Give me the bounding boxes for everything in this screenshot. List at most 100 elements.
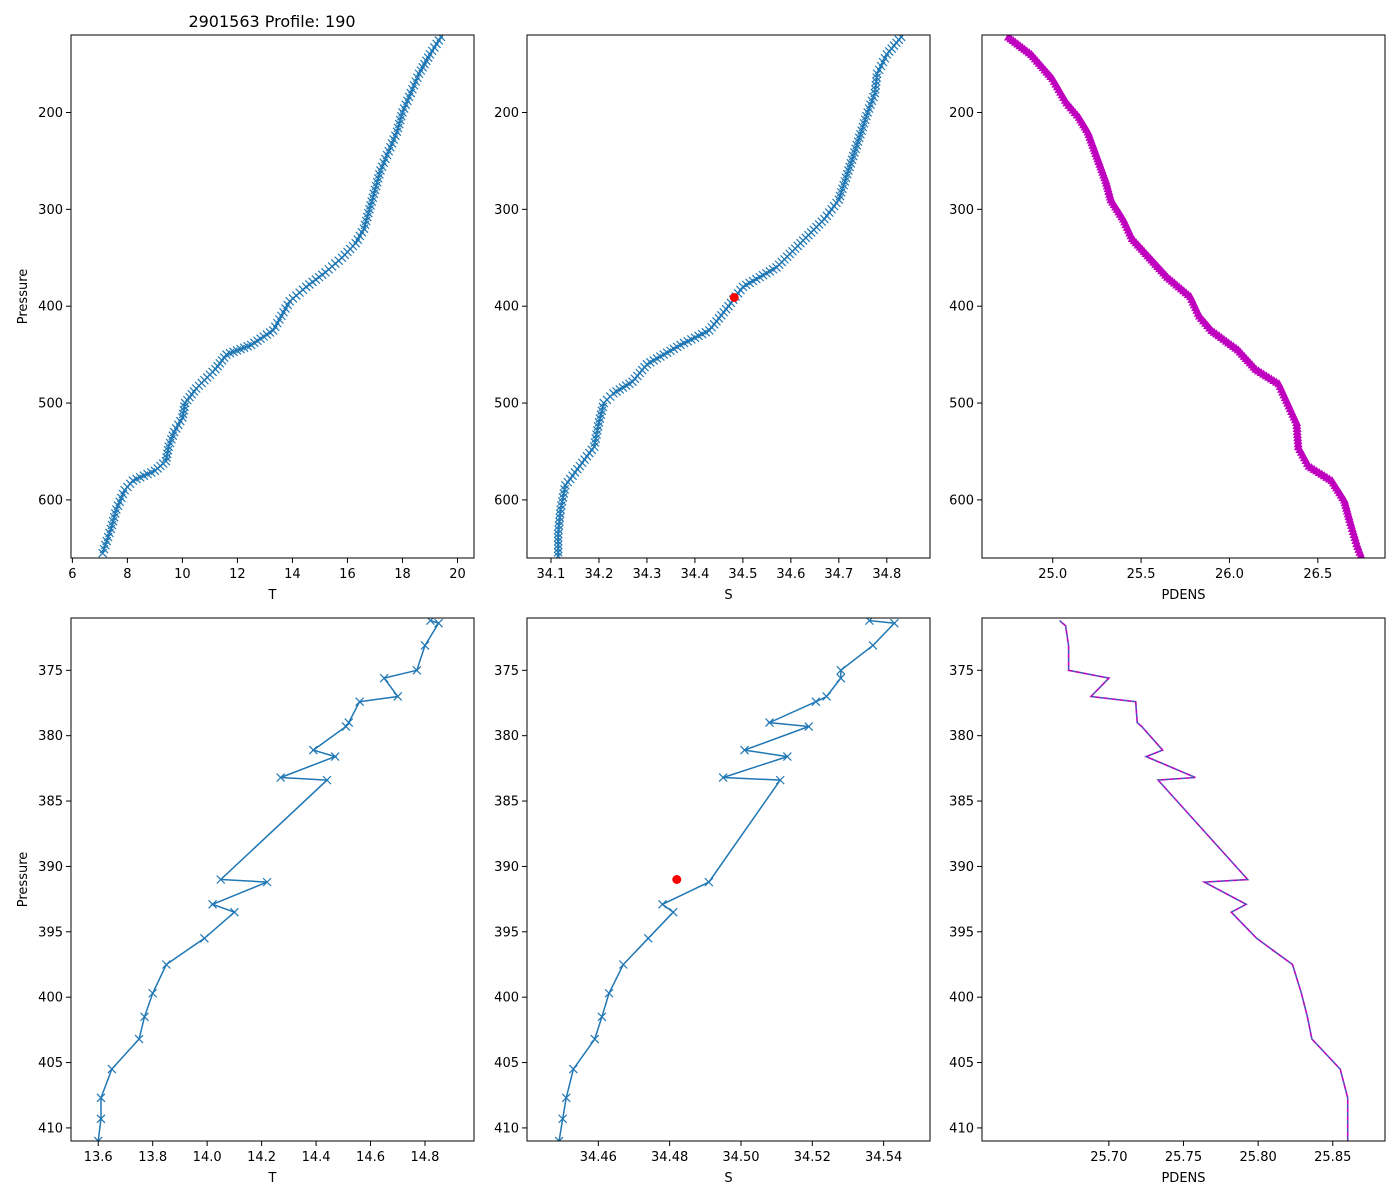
x-tick-label: 14.8 <box>411 1150 440 1165</box>
data-marker-x <box>836 665 846 675</box>
data-marker-x <box>804 722 814 731</box>
data-marker-x <box>553 529 563 539</box>
data-marker-x <box>554 1136 564 1141</box>
y-tick-label: 390 <box>494 860 519 875</box>
panel-2: 34.1 34.2 34.3 34.4 34.5 34.6 34.7 34.8 200 300 40… <box>494 34 931 603</box>
data-marker-x <box>553 540 563 550</box>
data-marker-x <box>871 77 881 86</box>
panel-6: 25.70 25.75 25.80 25.85 375 380 385 390 395 400 40… <box>949 617 1386 1186</box>
panel-3: 25.0 25.5 26.0 26.5 200 300 400 500 600 PDENS <box>949 34 1386 603</box>
x-tick-label: 34.52 <box>794 1150 831 1165</box>
data-marker-x <box>822 692 831 701</box>
data-marker-x <box>162 453 172 462</box>
y-tick-label: 380 <box>949 729 974 744</box>
axes-frame <box>981 617 1386 1142</box>
data-marker-x <box>870 84 880 94</box>
data-marker-x <box>178 409 188 419</box>
x-tick-label: 26.5 <box>1303 567 1332 582</box>
data-marker-x <box>216 875 226 884</box>
x-axis-label: T <box>268 1171 277 1186</box>
y-tick-label: 400 <box>494 991 519 1006</box>
data-marker-x <box>553 544 563 554</box>
y-tick-label: 300 <box>38 203 63 218</box>
y-tick-label: 395 <box>38 925 63 940</box>
data-marker-x <box>668 907 678 917</box>
data-marker-x <box>864 618 874 626</box>
x-tick-label: 14.4 <box>302 1150 331 1165</box>
y-tick-label: 300 <box>494 203 519 218</box>
data-marker-x <box>98 548 108 558</box>
series-line-pdens <box>1059 619 1349 1141</box>
data-marker-x <box>200 933 209 943</box>
data-marker-x <box>775 775 785 785</box>
plot-area <box>98 35 446 558</box>
data-marker-x <box>553 533 563 542</box>
data-marker-x <box>568 1064 578 1074</box>
x-tick-label: 6 <box>68 567 76 582</box>
x-tick-label: 14.0 <box>193 1150 222 1165</box>
x-tick-label: 16 <box>339 567 356 582</box>
y-tick-label: 410 <box>949 1121 974 1136</box>
x-tick-label: 34.46 <box>580 1150 617 1165</box>
data-marker-x <box>163 445 173 455</box>
y-tick-label: 600 <box>38 493 63 508</box>
data-marker-x <box>96 1093 106 1103</box>
x-tick-label: 25.70 <box>1090 1150 1127 1165</box>
data-marker-x <box>554 525 564 535</box>
y-tick-label: 600 <box>949 493 974 508</box>
x-tick-label: 14 <box>284 567 301 582</box>
data-marker-x <box>229 907 239 917</box>
y-tick-label: 400 <box>949 300 974 315</box>
x-tick-label: 34.3 <box>632 567 661 582</box>
data-marker-x <box>322 775 332 785</box>
data-marker-x <box>558 1114 568 1124</box>
data-marker-x <box>836 673 846 683</box>
y-tick-label: 600 <box>494 493 519 508</box>
y-tick-label: 405 <box>949 1056 974 1071</box>
y-tick-label: 410 <box>494 1121 519 1136</box>
x-tick-label: 13.8 <box>138 1150 167 1165</box>
panel-4: 13.6 13.8 14.0 14.2 14.4 14.6 14.8 375 380 385 390… <box>16 617 475 1186</box>
axes-frame <box>981 34 1386 559</box>
figure-title: 2901563 Profile: 190 <box>188 12 355 31</box>
y-tick-label: 385 <box>949 795 974 810</box>
data-marker-x <box>643 933 653 943</box>
data-marker-x <box>426 618 435 626</box>
x-tick-label: 34.50 <box>722 1150 759 1165</box>
y-tick-label: 300 <box>949 203 974 218</box>
x-axis-label: PDENS <box>1161 1171 1205 1186</box>
y-axis-label: Pressure <box>16 269 31 325</box>
data-marker-x <box>555 513 565 523</box>
data-marker-x <box>434 618 444 628</box>
x-tick-label: 10 <box>174 567 191 582</box>
x-axis-label: PDENS <box>1161 588 1205 603</box>
data-marker-x <box>765 718 774 728</box>
data-marker-x <box>872 73 882 83</box>
data-marker-x <box>618 960 628 969</box>
x-tick-label: 25.0 <box>1038 567 1067 582</box>
x-tick-label: 34.7 <box>824 567 853 582</box>
x-tick-label: 34.5 <box>728 567 757 582</box>
series-line <box>558 619 896 1141</box>
y-tick-label: 400 <box>494 300 519 315</box>
data-marker-x <box>276 773 286 782</box>
y-tick-label: 400 <box>38 991 63 1006</box>
data-marker-x <box>604 988 614 998</box>
data-marker-x <box>96 1114 106 1124</box>
data-marker-x <box>553 551 563 558</box>
data-marker-x <box>134 1034 144 1044</box>
y-tick-label: 400 <box>949 991 974 1006</box>
data-marker-x <box>718 773 728 782</box>
x-tick-label: 14.2 <box>247 1150 276 1165</box>
x-tick-label: 26.0 <box>1215 567 1244 582</box>
x-tick-label: 34.54 <box>865 1150 902 1165</box>
y-tick-label: 200 <box>949 106 974 121</box>
data-marker-x <box>344 718 354 728</box>
y-tick-label: 375 <box>949 664 974 679</box>
plot-area <box>93 618 444 1141</box>
y-tick-label: 390 <box>38 860 63 875</box>
data-marker-x <box>555 509 565 519</box>
data-marker-x <box>180 402 189 412</box>
data-marker-x <box>330 752 340 762</box>
